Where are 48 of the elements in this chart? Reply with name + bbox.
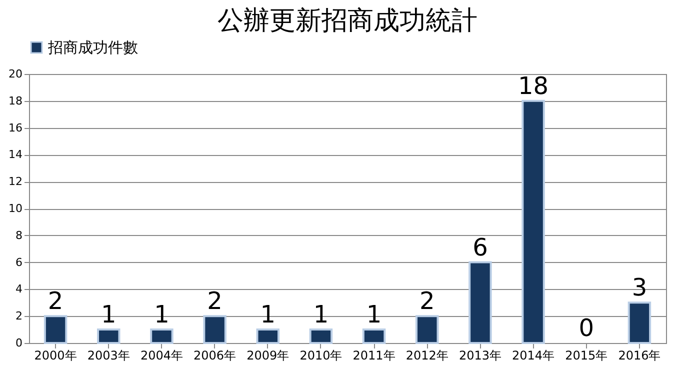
bar bbox=[150, 328, 174, 344]
data-label: 2 bbox=[48, 287, 64, 316]
x-tick-label: 2015年 bbox=[565, 348, 608, 362]
bar bbox=[362, 328, 386, 344]
data-label: 18 bbox=[518, 72, 549, 100]
x-tick-label: 2006年 bbox=[194, 348, 236, 362]
y-tick-label: 14 bbox=[8, 148, 22, 162]
data-label: 0 bbox=[578, 314, 594, 342]
x-tick-label: 2000年 bbox=[34, 348, 77, 362]
bar bbox=[522, 100, 545, 344]
y-tick-label: 10 bbox=[8, 202, 22, 215]
y-tick-label: 20 bbox=[8, 68, 22, 80]
bar bbox=[468, 261, 492, 344]
y-tick-label: 4 bbox=[16, 282, 22, 296]
data-label: 6 bbox=[472, 233, 488, 262]
data-label: 2 bbox=[207, 287, 222, 316]
bar bbox=[309, 328, 333, 344]
x-tick-label: 2014年 bbox=[512, 348, 555, 362]
x-tick-label: 2003年 bbox=[87, 348, 130, 362]
x-tick-label: 2013年 bbox=[458, 348, 502, 362]
bar bbox=[416, 315, 439, 344]
bar bbox=[97, 328, 120, 344]
data-label: 2 bbox=[419, 287, 435, 316]
y-tick-label: 6 bbox=[16, 256, 22, 269]
y-tick-label: 12 bbox=[8, 175, 22, 188]
y-tick-label: 8 bbox=[16, 228, 22, 242]
y-tick-label: 0 bbox=[16, 336, 22, 350]
data-label: 3 bbox=[632, 274, 648, 302]
data-label: 1 bbox=[154, 300, 170, 329]
data-label: 1 bbox=[260, 300, 276, 329]
bar bbox=[203, 315, 226, 344]
y-tick-label: 2 bbox=[16, 310, 22, 323]
bar bbox=[628, 302, 652, 344]
y-tick-label: 16 bbox=[8, 121, 22, 134]
data-label: 1 bbox=[366, 300, 382, 329]
x-tick-label: 2004年 bbox=[140, 348, 183, 362]
data-label: 1 bbox=[313, 300, 329, 329]
data-label: 1 bbox=[100, 300, 116, 329]
chart-title: 公辦更新招商成功統計 bbox=[218, 6, 478, 36]
x-tick-label: 2010年 bbox=[300, 348, 342, 362]
x-tick-label: 2016年 bbox=[618, 348, 661, 362]
legend-label: 招商成功件數 bbox=[47, 38, 138, 56]
y-tick-label: 18 bbox=[8, 94, 22, 108]
bar bbox=[44, 315, 68, 344]
bar bbox=[256, 328, 280, 344]
x-tick-label: 2011年 bbox=[352, 348, 396, 362]
x-tick-label: 2012年 bbox=[406, 348, 448, 362]
x-tick-label: 2009年 bbox=[246, 348, 290, 362]
